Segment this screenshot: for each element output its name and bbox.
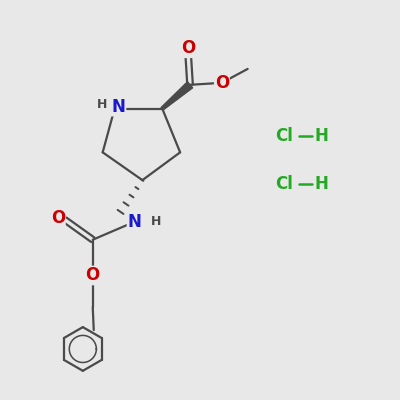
Text: N: N (128, 213, 141, 231)
Text: Cl: Cl (276, 128, 293, 146)
Text: H: H (314, 175, 328, 193)
Polygon shape (161, 82, 193, 110)
Text: H: H (151, 215, 162, 228)
Text: H: H (314, 128, 328, 146)
Text: O: O (181, 39, 195, 57)
Text: O: O (86, 266, 100, 284)
Text: O: O (51, 209, 65, 227)
Text: N: N (112, 98, 126, 116)
Text: Cl: Cl (276, 175, 293, 193)
Text: O: O (215, 74, 229, 92)
Text: H: H (97, 98, 108, 111)
